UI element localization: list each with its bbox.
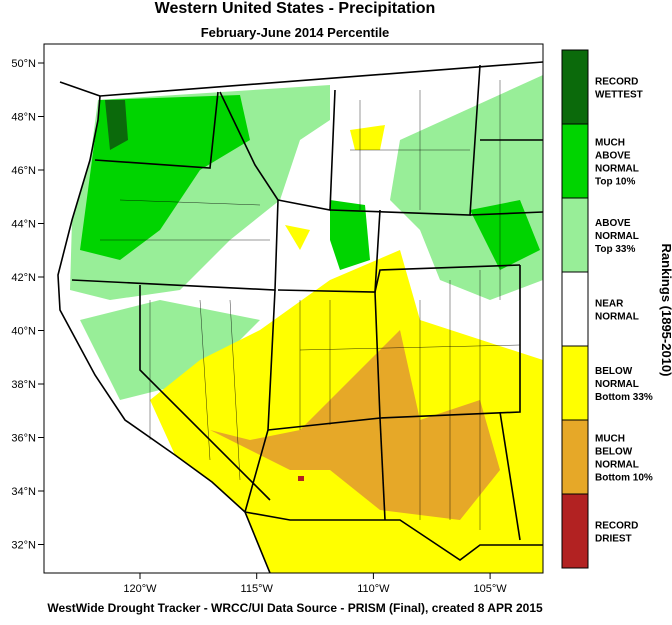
lat-label: 38°N (11, 379, 36, 391)
lon-label: 120°W (123, 583, 157, 595)
legend-label: RECORD (595, 77, 638, 88)
legend-label: NORMAL (595, 379, 639, 390)
legend-label: RECORD (595, 521, 638, 532)
lon-label: 110°W (357, 583, 390, 595)
legend-label: BELOW (595, 366, 633, 377)
legend-label: NORMAL (595, 164, 639, 175)
legend-label: NORMAL (595, 460, 639, 471)
state-borders (71, 64, 543, 541)
legend-label: MUCH (595, 434, 625, 445)
subtitle: February-June 2014 Percentile (201, 25, 390, 40)
legend-swatch (561, 419, 589, 495)
title: Western United States - Precipitation (155, 0, 436, 17)
lat-label: 50°N (11, 58, 36, 70)
lat-label: 36°N (11, 433, 36, 445)
legend-label: NORMAL (595, 231, 639, 242)
lat-label: 44°N (11, 219, 36, 231)
lat-label: 40°N (11, 326, 36, 338)
legend-label: MUCH (595, 138, 625, 149)
legend-label: Top 33% (595, 244, 635, 255)
lon-label: 105°W (474, 583, 508, 595)
mexico-border (244, 511, 543, 561)
legend-label: Bottom 33% (595, 392, 653, 403)
legend-label: NORMAL (595, 312, 639, 323)
legend-swatch (561, 271, 589, 347)
lat-label: 46°N (11, 165, 36, 177)
legend-label: Bottom 10% (595, 473, 653, 484)
canada-border (59, 61, 543, 97)
legend-label: DRIEST (595, 534, 632, 545)
county-borders (100, 80, 521, 530)
legend-swatch (561, 493, 589, 569)
map-frame (43, 43, 544, 574)
legend-label: BELOW (595, 447, 633, 458)
legend-label: Top 10% (595, 177, 635, 188)
legend-label: ABOVE (595, 151, 631, 162)
legend-swatch (561, 197, 589, 273)
coastline (57, 95, 271, 573)
precip-field (70, 75, 543, 573)
legend-label: WETTEST (595, 90, 643, 101)
legend-title: Rankings (1895-2010) (659, 244, 672, 377)
lat-label: 48°N (11, 112, 36, 124)
footer: WestWide Drought Tracker - WRCC/UI Data … (47, 601, 543, 615)
legend: RECORD WETTEST MUCH ABOVE NORMAL Top 10% ABOVE… (561, 49, 653, 569)
legend-swatch (561, 345, 589, 421)
map: 50°N 48°N 46°N 44°N 42°N 40°N 38°N 36°N 34°N 32°N… (11, 43, 544, 595)
legend-swatch (561, 49, 589, 125)
lat-label: 32°N (11, 540, 36, 552)
lat-axis: 50°N 48°N 46°N 44°N 42°N 40°N 38°N 36°N 34°N 32°N (11, 58, 44, 552)
lat-label: 42°N (11, 272, 36, 284)
legend-label: NEAR (595, 299, 624, 310)
legend-swatch (561, 123, 589, 199)
lat-label: 34°N (11, 486, 36, 498)
lon-label: 115°W (241, 583, 274, 595)
lon-axis: 120°W 115°W 110°W 105°W (123, 573, 507, 595)
legend-label: ABOVE (595, 218, 631, 229)
